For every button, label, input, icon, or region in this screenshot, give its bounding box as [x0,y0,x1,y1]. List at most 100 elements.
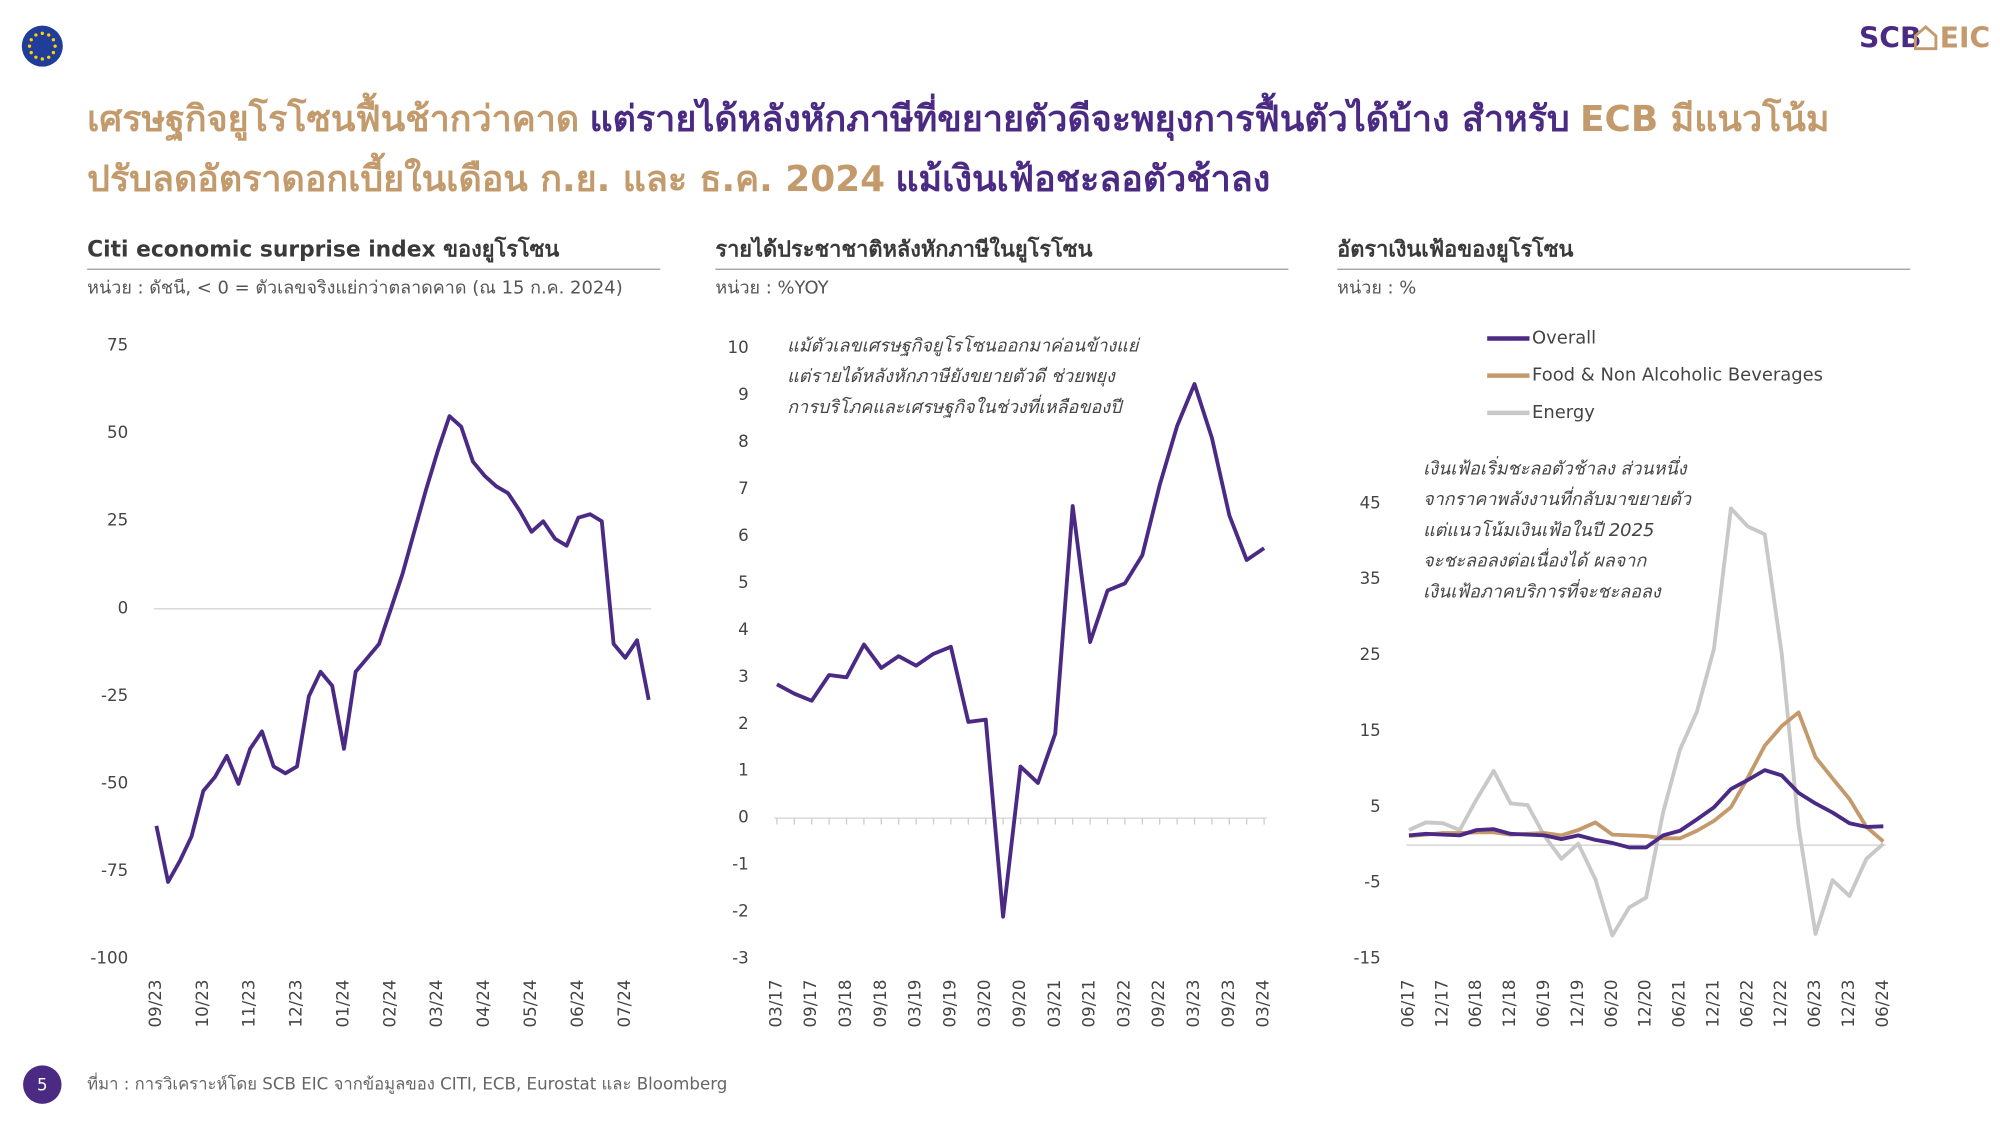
star [34,33,38,37]
x-tick-label: 03/24 [1254,979,1273,1027]
x-tick-label: 09/23 [146,979,165,1027]
logo-icon [1913,25,1938,51]
x-tick-label: 12/21 [1703,979,1722,1027]
star [40,31,44,35]
star [47,55,51,59]
star [51,50,56,55]
legend-label: Food & Non Alcoholic Beverages [1532,365,1823,386]
star [40,57,44,61]
x-tick-label: 06/20 [1602,979,1621,1027]
x-tick-label: 12/17 [1432,979,1451,1027]
y-tick-label: -25 [101,686,128,705]
star [51,38,56,42]
x-tick-label: 12/20 [1636,979,1655,1027]
page-number: 5 [37,1075,48,1094]
x-tick-label: 06/24 [1873,979,1892,1027]
x-tick-label: 06/23 [1805,979,1824,1027]
title-part: แม้เงินเฟ้อชะลอตัวช้าลง [895,159,1270,200]
x-tick-label: 06/19 [1534,979,1553,1027]
page-badge [23,1065,62,1104]
title-part: เศรษฐกิจยูโรโซนฟื้นช้ากว่าคาด [87,92,579,142]
x-tick-label: 12/22 [1771,979,1790,1027]
y-tick-label: 25 [107,511,128,530]
y-tick-label: -50 [101,773,128,792]
y-tick-label: -5 [1364,873,1381,892]
star [29,38,33,42]
x-tick-label: 06/17 [1398,979,1417,1027]
chart-title: Citi economic surprise index ของยูโรโซน [87,235,559,263]
y-tick-label: 5 [1370,797,1381,816]
x-tick-label: 12/23 [1839,979,1858,1027]
x-tick-label: 09/17 [801,979,820,1027]
x-tick-label: 03/19 [906,979,925,1027]
x-tick-label: 12/23 [287,979,306,1027]
y-tick-label: 75 [107,336,128,355]
y-tick-label: 4 [738,620,749,639]
chart-subtitle: หน่วย : % [1337,278,1416,299]
y-tick-label: 25 [1360,645,1381,664]
annotation: แม้ตัวเลขเศรษฐกิจยูโรโซนออกมาค่อนข้างแย่ [787,334,1141,356]
annotation: เงินเฟ้อภาคบริการที่จะชะลอลง [1423,578,1662,602]
x-tick-label: 03/18 [836,979,855,1027]
star [34,55,38,59]
y-tick-label: 0 [118,598,129,617]
star [53,44,57,48]
y-tick-label: 6 [738,526,749,545]
x-tick-label: 06/24 [568,979,587,1027]
annotation: จะชะลอลงต่อเนื่องได้ ผลจาก [1423,548,1647,572]
chart: รายได้ประชาชาติหลังหักภาษีในยูโรโซนหน่วย… [715,235,1289,1028]
title-part: ECB มีแนวโน้ม [1580,97,1830,140]
annotation: แต่แนวโน้มเงินเฟ้อในปี 2025 [1423,519,1654,541]
x-tick-label: 03/22 [1114,979,1133,1027]
legend-label: Overall [1532,327,1596,348]
x-tick-label: 03/23 [1184,979,1203,1027]
x-tick-label: 06/21 [1670,979,1689,1027]
title-part: ปรับลดอัตราดอกเบี้ยในเดือน ก.ย. และ ธ.ค.… [87,152,885,200]
x-tick-label: 07/24 [615,979,634,1027]
logo-text: SCB [1859,21,1921,54]
eu-flag [21,25,63,67]
x-tick-label: 03/24 [427,979,446,1027]
x-tick-label: 02/24 [380,979,399,1027]
star [47,33,51,37]
annotation: การบริโภคและเศรษฐกิจในช่วงที่เหลือของปี [787,394,1124,418]
x-tick-label: 12/19 [1568,979,1587,1027]
series-line [1408,506,1885,938]
series-line [1408,768,1884,850]
y-tick-label: 50 [107,423,128,442]
chart-title: อัตราเงินเฟ้อของยูโรโซน [1337,235,1573,263]
x-tick-label: 03/20 [975,979,994,1027]
chart: Citi economic surprise index ของยูโรโซนห… [87,235,661,1028]
source: ที่มา : การวิเคราะห์โดย SCB EIC จากข้อมู… [87,1073,727,1095]
annotation: แต่รายได้หลังหักภาษียังขยายตัวดี ช่วยพยุ… [787,365,1116,387]
legend-label: Energy [1532,402,1595,423]
logo-text: EIC [1940,21,1990,54]
y-tick-label: 35 [1360,569,1381,588]
x-tick-label: 12/18 [1500,979,1519,1027]
x-tick-label: 05/24 [521,979,540,1027]
y-tick-label: -100 [90,948,128,967]
x-tick-label: 01/24 [333,979,352,1027]
x-tick-label: 09/21 [1080,979,1099,1027]
x-tick-label: 03/17 [766,979,785,1027]
x-tick-label: 09/22 [1149,979,1168,1027]
title: เศรษฐกิจยูโรโซนฟื้นช้ากว่าคาด แต่รายได้หล… [87,92,1829,200]
title-line: ปรับลดอัตราดอกเบี้ยในเดือน ก.ย. และ ธ.ค.… [87,152,1270,200]
chart-title: รายได้ประชาชาติหลังหักภาษีในยูโรโซน [715,235,1092,263]
chart-subtitle: หน่วย : ดัชนี, < 0 = ตัวเลขจริงแย่กว่าตล… [87,278,623,299]
x-tick-label: 04/24 [474,979,493,1027]
y-tick-label: -1 [732,855,749,874]
y-tick-label: 1 [738,761,749,780]
x-tick-label: 03/21 [1045,979,1064,1027]
y-tick-label: 10 [728,338,749,357]
star [29,50,33,55]
annotation: จากราคาพลังงานที่กลับมาขยายตัว [1423,486,1692,510]
y-tick-label: -3 [732,948,749,967]
chart-subtitle: หน่วย : %YOY [715,278,828,299]
y-tick-label: -75 [101,861,128,880]
y-tick-label: 0 [738,808,749,827]
y-tick-label: 15 [1360,721,1381,740]
